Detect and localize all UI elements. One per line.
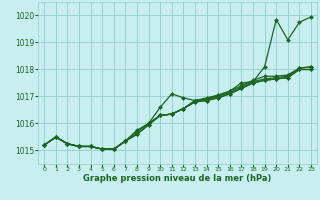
X-axis label: Graphe pression niveau de la mer (hPa): Graphe pression niveau de la mer (hPa) bbox=[84, 174, 272, 183]
